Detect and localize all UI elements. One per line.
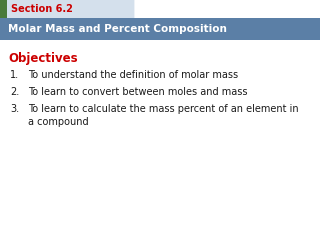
Text: 2.: 2. — [10, 87, 19, 97]
Bar — [0, 0, 7, 18]
Text: To learn to convert between moles and mass: To learn to convert between moles and ma… — [28, 87, 247, 97]
Text: Molar Mass and Percent Composition: Molar Mass and Percent Composition — [8, 24, 227, 34]
Text: Objectives: Objectives — [8, 52, 78, 65]
Text: To learn to calculate the mass percent of an element in
a compound: To learn to calculate the mass percent o… — [28, 104, 299, 127]
Text: Section 6.2: Section 6.2 — [11, 4, 73, 14]
Text: 1.: 1. — [10, 70, 19, 80]
FancyBboxPatch shape — [0, 0, 134, 18]
Text: 3.: 3. — [10, 104, 19, 114]
Bar — [0, 18, 320, 40]
Text: To understand the definition of molar mass: To understand the definition of molar ma… — [28, 70, 238, 80]
